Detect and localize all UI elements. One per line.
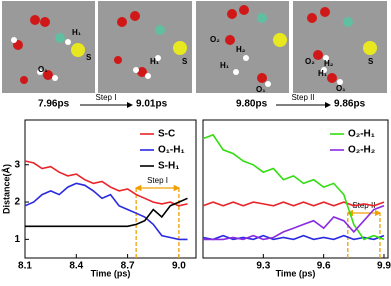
atom-label: O₁ — [256, 85, 266, 94]
time-label: 7.96ps — [38, 99, 70, 110]
series-line — [203, 205, 385, 241]
y-tick-label: 1 — [14, 234, 20, 245]
atom-label: S — [182, 57, 188, 66]
x-tick-label: 9.3 — [256, 261, 270, 272]
step-label: Step I — [96, 93, 117, 102]
time-label: 9.86ps — [334, 99, 366, 110]
x-tick-label: 8.1 — [18, 261, 32, 272]
atom-label: H₁ — [72, 28, 82, 37]
atom-label: H₂ — [324, 59, 334, 68]
time-label: 9.01ps — [136, 99, 168, 110]
x-tick-label: 9.6 — [317, 261, 331, 272]
legend-label: O₂-H₁ — [348, 129, 375, 140]
atom-label: O₁ — [38, 65, 48, 74]
legend-label: O₁-H₁ — [158, 145, 185, 156]
atom-label: O₁ — [336, 84, 346, 93]
hydrogen-atoms — [11, 37, 343, 87]
legend-label: O₂-H₂ — [348, 145, 375, 156]
atom-label: O₂ — [210, 35, 220, 44]
series-line — [24, 182, 188, 241]
y-axis-title: Distance(Å) — [1, 164, 11, 214]
step-label: Step I — [147, 176, 168, 185]
carbon-atoms — [55, 13, 353, 43]
y-tick-label: 2 — [14, 197, 20, 208]
series-line — [202, 234, 385, 241]
step-label: Step II — [291, 93, 314, 102]
atom-label: H₁ — [318, 69, 328, 78]
series-line — [202, 133, 385, 241]
x-tick-label: 9.9 — [377, 261, 391, 272]
series-line — [24, 160, 188, 207]
atom-label: S — [86, 53, 92, 62]
time-label: 9.80ps — [236, 99, 268, 110]
step-label: Step II — [352, 201, 375, 210]
atom-label: H₁ — [150, 57, 160, 66]
atom-label: H₂ — [236, 45, 246, 54]
y-tick-label: 3 — [14, 159, 20, 170]
atom-label: O₂ — [305, 57, 315, 66]
x-tick-label: 8.4 — [69, 261, 83, 272]
atom-label: S — [368, 57, 374, 66]
series-line — [25, 197, 188, 228]
legend-label: S-C — [158, 129, 175, 140]
x-tick-label: 9.0 — [172, 261, 186, 272]
sulfur-atoms — [71, 33, 377, 57]
plot-frame — [202, 119, 389, 259]
series-line — [202, 201, 385, 207]
timeline: 7.96ps Step I 9.01ps 9.80ps Step II 9.86… — [38, 93, 366, 110]
x-axis-title: Time (ps) — [91, 268, 131, 278]
snapshot-panel — [196, 1, 289, 93]
atom-label: H₁ — [220, 61, 230, 70]
x-axis-title: Time (ps) — [276, 268, 316, 278]
plot-frame — [24, 119, 197, 259]
oxygen-atoms — [13, 5, 337, 84]
legend-label: S-H₁ — [158, 161, 179, 172]
x-tick-label: 8.7 — [121, 261, 135, 272]
